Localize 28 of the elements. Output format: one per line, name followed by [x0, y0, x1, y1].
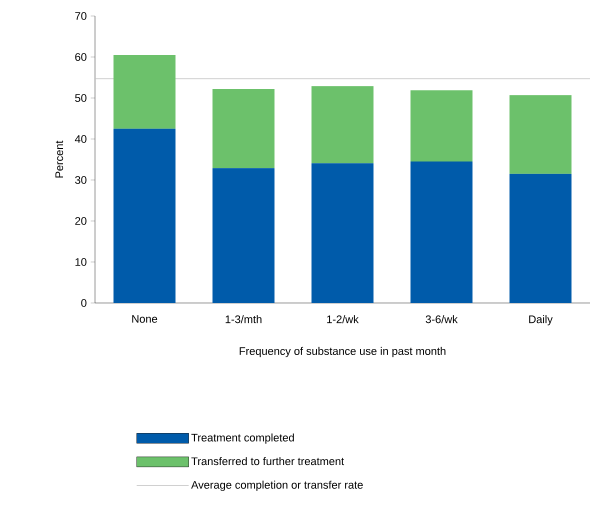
y-tick-label: 10 — [75, 258, 86, 266]
bar — [410, 162, 472, 303]
legend-label: Treatment completed — [191, 433, 294, 444]
legend-label: Average completion or transfer rate — [191, 480, 363, 491]
bar — [312, 86, 374, 164]
y-tick-label: 60 — [75, 53, 86, 61]
y-tick-label: 0 — [81, 299, 86, 307]
bar — [410, 90, 472, 162]
x-tick-label: 1-3/mth — [226, 315, 262, 324]
bar — [510, 174, 572, 303]
bar — [212, 168, 274, 303]
y-axis-title: Percent — [55, 140, 64, 178]
y-tick-label: 30 — [75, 176, 86, 184]
bar — [510, 95, 572, 174]
y-tick-label: 40 — [74, 135, 86, 143]
x-axis-title: Frequency of substance use in past month — [240, 346, 446, 358]
x-tick-label: None — [132, 315, 158, 323]
bar — [114, 128, 176, 303]
x-tick-label: 3-6/wk — [426, 315, 458, 324]
bar — [212, 88, 274, 168]
x-tick-label: Daily — [529, 315, 553, 326]
y-tick-label: 50 — [75, 94, 86, 102]
y-tick-label: 70 — [75, 12, 86, 20]
x-tick-label: 1-2/wk — [327, 315, 359, 324]
bar — [312, 163, 374, 303]
y-tick-label: 20 — [75, 217, 86, 225]
legend-label: Transferred to further treatment — [191, 457, 344, 466]
bar — [114, 54, 176, 129]
